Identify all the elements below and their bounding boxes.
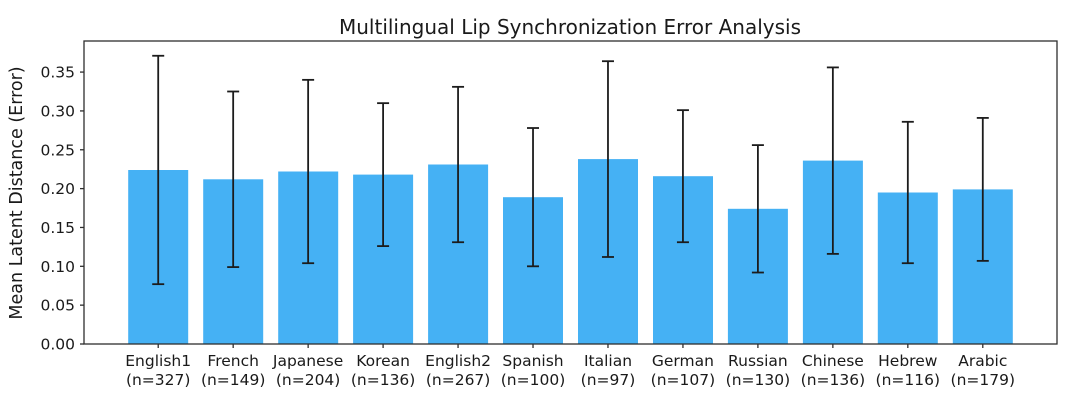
- x-tick-label-language: English2: [425, 352, 491, 370]
- x-tick-label-language: Korean: [356, 352, 410, 370]
- x-tick-label-sample-size: (n=149): [201, 371, 266, 389]
- x-tick-label-language: Russian: [728, 352, 788, 370]
- chart-title: Multilingual Lip Synchronization Error A…: [339, 15, 801, 39]
- y-tick-label: 0.25: [40, 141, 75, 159]
- x-tick-label-language: Hebrew: [878, 352, 938, 370]
- bars-group: [128, 159, 1013, 344]
- error-bar-japanese: [302, 78, 315, 265]
- plot-frame-group: [80, 40, 1058, 348]
- x-tick-label-sample-size: (n=130): [726, 371, 791, 389]
- x-tick-label-language: Spanish: [502, 352, 563, 370]
- x-tick-label-language: Arabic: [958, 352, 1007, 370]
- x-tick-label-sample-size: (n=136): [351, 371, 416, 389]
- error-bar-english2: [452, 85, 465, 244]
- plot-frame: [83, 40, 1058, 345]
- error-bars-group: [152, 54, 989, 286]
- error-bar-chinese: [826, 66, 839, 255]
- y-tick-label: 0.35: [40, 64, 75, 82]
- x-tick-labels-group: English1(n=327)French(n=149)Japanese(n=2…: [125, 352, 1015, 389]
- x-tick-label-sample-size: (n=136): [801, 371, 866, 389]
- error-bar-english1: [152, 54, 165, 286]
- x-tick-label-language: Japanese: [272, 352, 343, 370]
- y-tick-label: 0.10: [40, 258, 75, 276]
- x-tick-label-language: English1: [125, 352, 191, 370]
- error-bar-arabic: [976, 117, 989, 262]
- y-tick-label: 0.20: [40, 180, 75, 198]
- x-tick-label-sample-size: (n=179): [951, 371, 1016, 389]
- y-tick-label: 0.05: [40, 297, 75, 315]
- x-tick-label-sample-size: (n=267): [426, 371, 491, 389]
- y-tick-label: 0.15: [40, 219, 75, 237]
- error-bar-spanish: [527, 127, 540, 268]
- error-bar-hebrew: [901, 120, 914, 265]
- x-tick-label-sample-size: (n=327): [126, 371, 191, 389]
- y-tick-labels-group: 0.00 0.05 0.10 0.15 0.20 0.25 0.30 0.35: [40, 64, 75, 354]
- x-tick-label-sample-size: (n=97): [581, 371, 636, 389]
- y-tick-label: 0.30: [40, 102, 75, 120]
- x-tick-label-sample-size: (n=204): [276, 371, 341, 389]
- x-tick-label-sample-size: (n=100): [501, 371, 566, 389]
- error-bar-french: [227, 90, 240, 268]
- x-tick-label-language: Italian: [584, 352, 632, 370]
- x-tick-label-language: French: [207, 352, 259, 370]
- error-bar-italian: [601, 60, 614, 258]
- x-tick-label-language: Chinese: [802, 352, 864, 370]
- error-bar-german: [676, 109, 689, 244]
- error-bar-russian: [751, 144, 764, 274]
- x-tick-label-sample-size: (n=116): [876, 371, 941, 389]
- x-tick-label-language: German: [652, 352, 714, 370]
- y-axis-label: Mean Latent Distance (Error): [7, 66, 27, 319]
- x-tick-label-sample-size: (n=107): [651, 371, 716, 389]
- error-bar-korean: [377, 102, 390, 248]
- y-tick-label: 0.00: [40, 336, 75, 354]
